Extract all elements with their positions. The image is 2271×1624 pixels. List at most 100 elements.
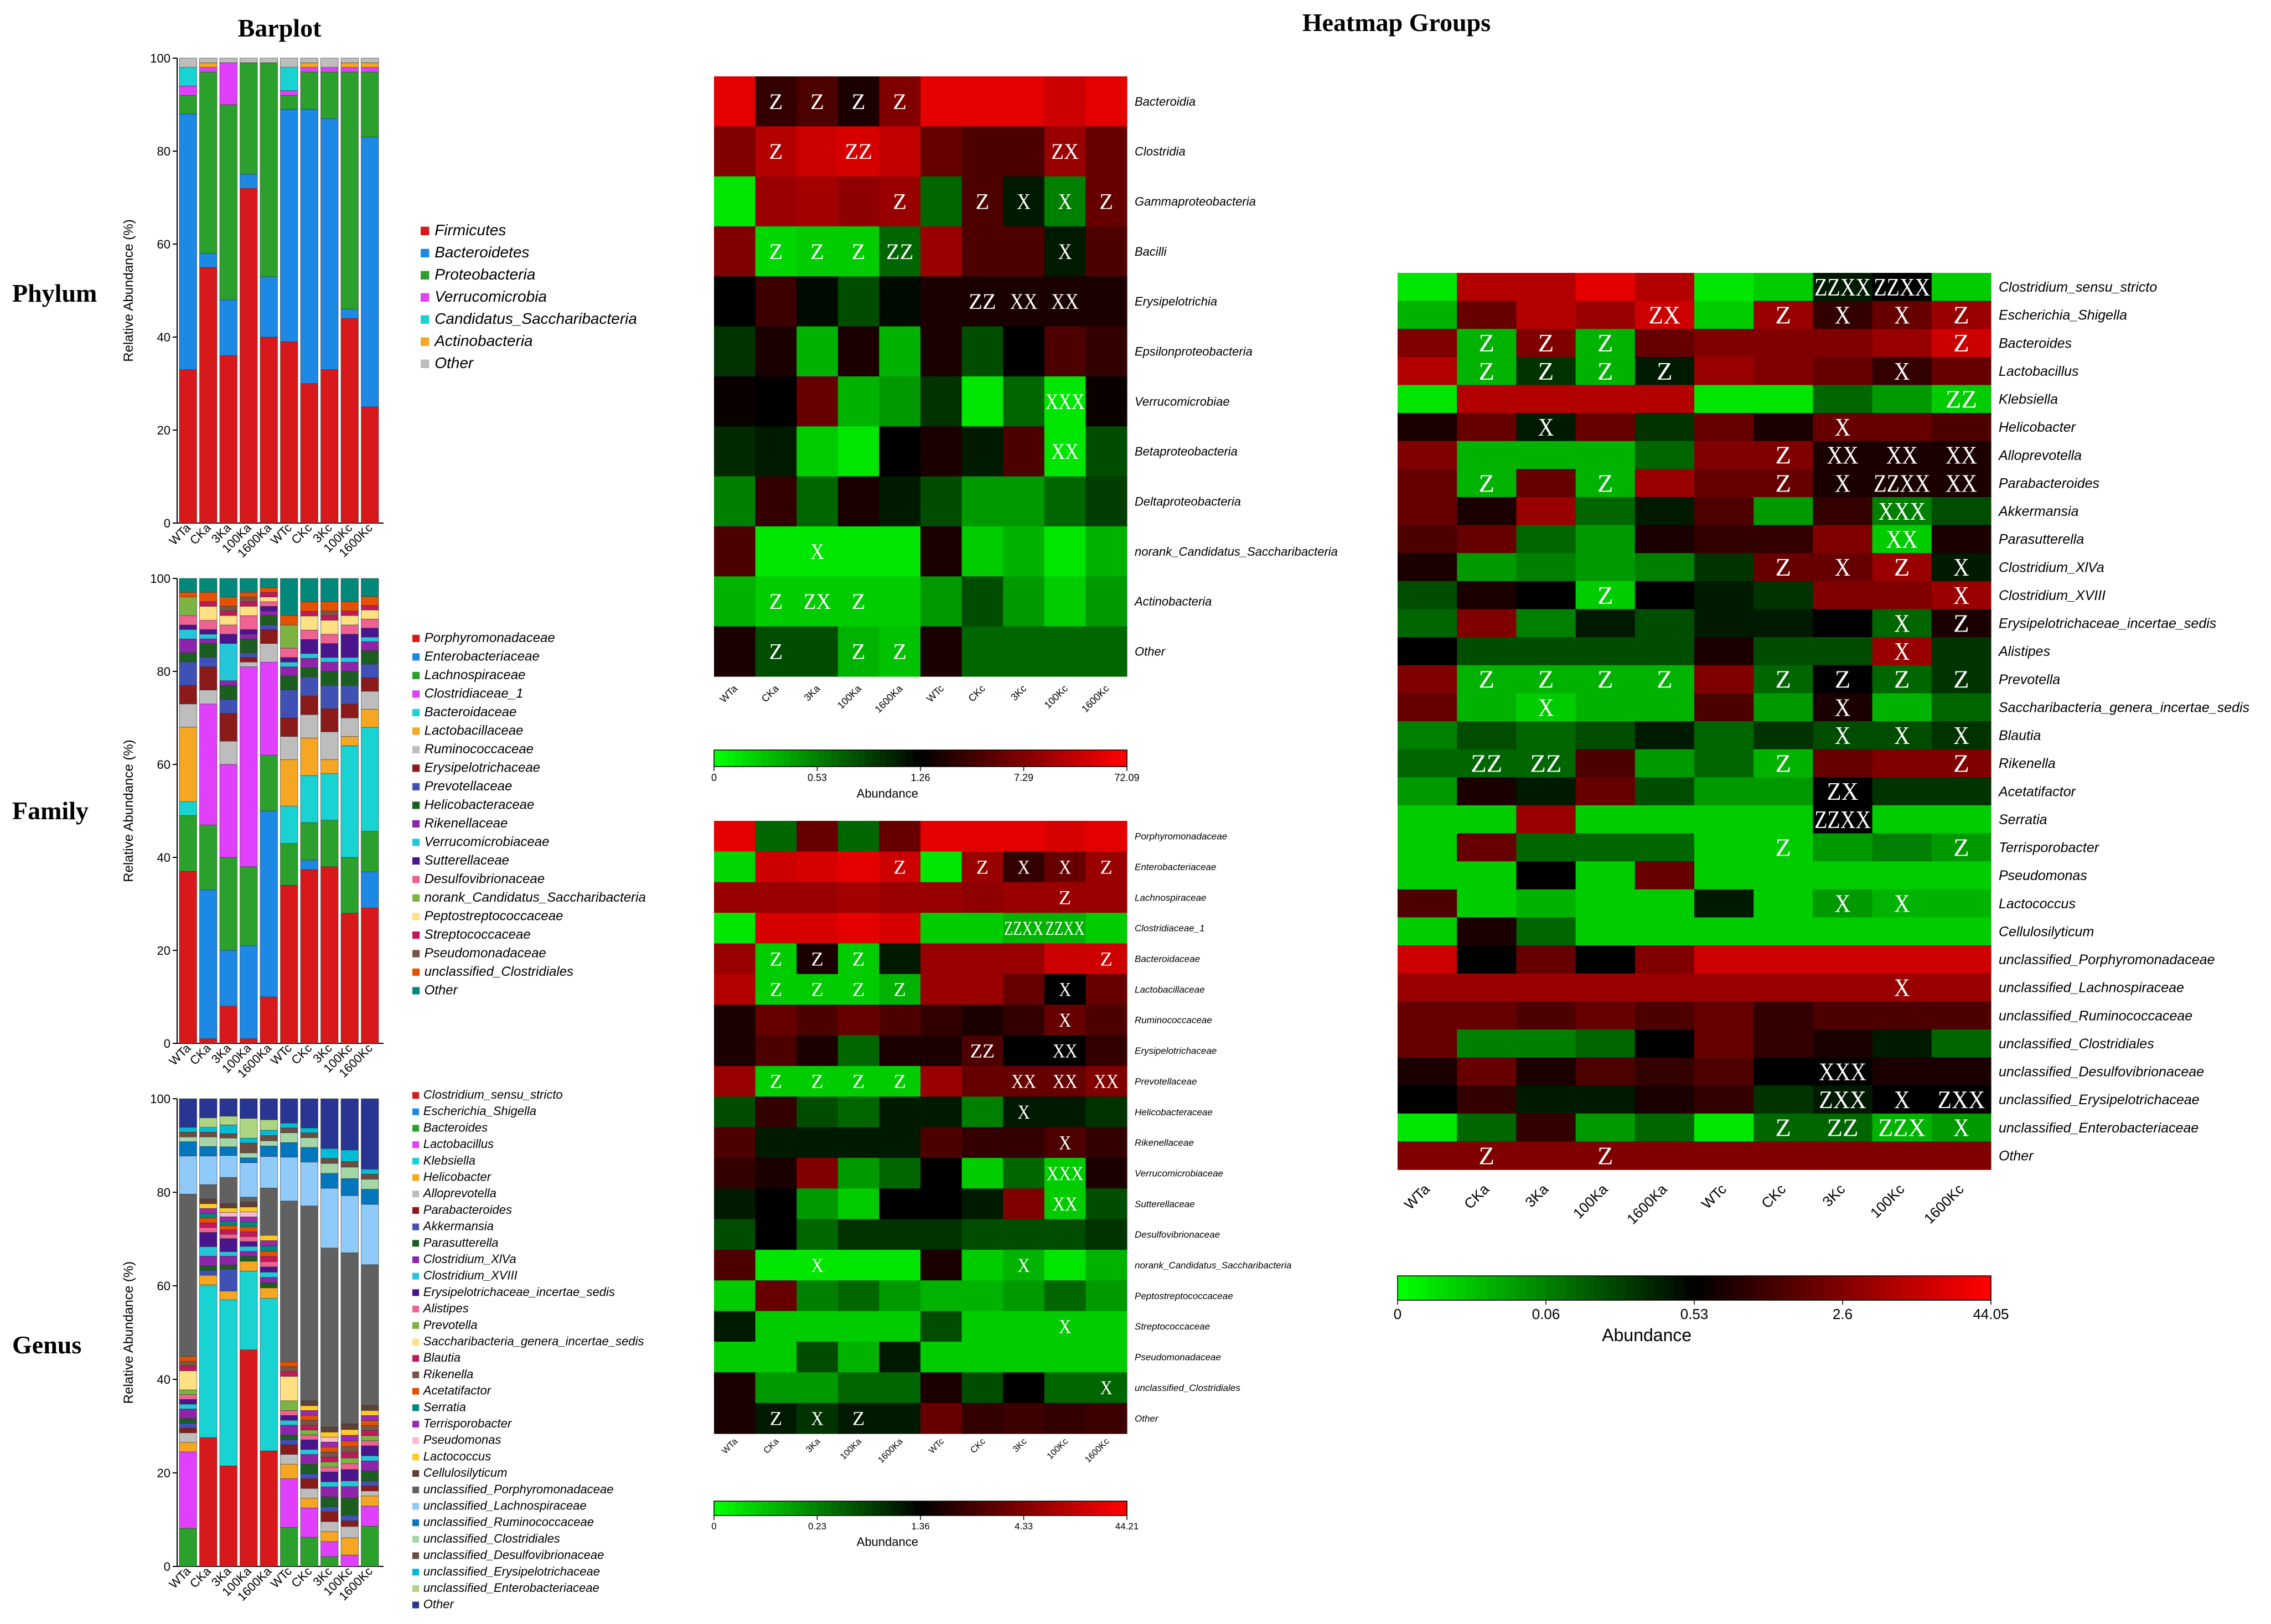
heatmap-cell	[1634, 945, 1695, 974]
legend-label: Porphyromonadaceae	[425, 630, 555, 645]
heatmap-row-label: Pseudomonas	[1999, 868, 2087, 883]
bar-segment	[219, 1098, 237, 1116]
bar-segment	[340, 611, 359, 616]
legend-swatch	[412, 1157, 420, 1165]
bar-segment	[300, 1410, 318, 1416]
heatmap-cell	[1813, 1113, 1873, 1142]
legend-swatch	[412, 1191, 420, 1198]
heatmap-cell	[1753, 1113, 1813, 1142]
scale-gradient-step	[913, 750, 921, 767]
heatmap-cell	[755, 376, 797, 427]
significance-mark: Z	[852, 89, 866, 114]
heatmap-cell	[1003, 882, 1045, 913]
legend-swatch	[421, 337, 430, 346]
heatmap-cell	[1634, 889, 1695, 918]
heatmap-row-label: Escherichia_Shigella	[1999, 308, 2127, 323]
heatmap-cell	[1457, 413, 1517, 442]
heatmap-col-label: CKa	[759, 682, 782, 705]
heatmap-row-label: Serratia	[1999, 812, 2047, 827]
scale-gradient-step	[762, 1501, 770, 1516]
scale-gradient-step	[769, 750, 777, 767]
y-tick-label: 40	[157, 1373, 170, 1387]
heatmap-cell	[1044, 126, 1086, 177]
heatmap-col-label: CKa	[1461, 1181, 1492, 1212]
significance-mark: Z	[894, 856, 906, 878]
legend-label: Alistipes	[422, 1301, 469, 1315]
bar-segment	[340, 1452, 359, 1459]
heatmap-row-label: unclassified_Clostridiales	[1999, 1036, 2154, 1052]
heatmap-cell	[714, 276, 756, 327]
scale-gradient-step	[1065, 750, 1073, 767]
scale-gradient-step	[851, 1501, 859, 1516]
bar-segment	[361, 1430, 379, 1436]
heatmap-cell	[837, 1249, 880, 1281]
bar-segment	[340, 746, 359, 858]
legend-label: Parasutterella	[423, 1235, 499, 1249]
heatmap-cell	[1931, 385, 1991, 413]
heatmap-cell	[920, 1157, 963, 1189]
heatmap-row-label: Desulfovibrionaceae	[1135, 1229, 1220, 1240]
significance-mark: Z	[894, 1070, 906, 1093]
scale-tick-label: 0.53	[808, 772, 827, 783]
heatmap-cell	[1634, 1057, 1695, 1086]
scale-gradient-step	[1437, 1276, 1448, 1300]
heatmap-cell	[1694, 917, 1754, 946]
y-axis-title: Relative Abundance (%)	[121, 219, 136, 361]
significance-mark: Z	[1479, 357, 1495, 385]
heatmap-cell	[1872, 413, 1932, 442]
significance-mark: X	[1059, 856, 1071, 878]
heatmap-cell	[755, 1157, 797, 1189]
heatmap-cell	[1398, 301, 1457, 329]
heatmap-cell	[961, 276, 1003, 327]
bar-segment	[219, 1006, 237, 1044]
bar-segment	[199, 1270, 218, 1276]
bar-segment	[300, 63, 318, 68]
significance-mark: Z	[769, 239, 783, 264]
bar-segment	[240, 1197, 258, 1203]
heatmap-cell	[1634, 973, 1695, 1002]
significance-mark: ZZX	[1878, 1114, 1926, 1142]
heatmap-row-label: unclassified_Enterobacteriaceae	[1999, 1120, 2198, 1136]
scale-gradient-step	[1595, 1276, 1606, 1300]
heatmap-cell	[1044, 226, 1086, 277]
legend-swatch	[412, 1273, 420, 1280]
heatmap-cell	[1813, 749, 1873, 778]
scale-gradient-step	[1833, 1276, 1843, 1300]
significance-mark: Z	[810, 239, 824, 264]
bar-segment	[179, 1423, 197, 1429]
heatmap-row-label: Acetatifactor	[1998, 784, 2077, 799]
legend-swatch	[412, 783, 420, 790]
scale-gradient-step	[845, 1501, 852, 1516]
heatmap-cell	[796, 1035, 839, 1067]
scale-gradient-step	[1951, 1276, 1962, 1300]
bar-segment	[199, 1208, 218, 1214]
significance-mark: Z	[1953, 749, 1969, 778]
heatmap-cell	[755, 1005, 797, 1036]
heatmap-cell	[837, 974, 880, 1005]
bar-segment	[219, 1264, 237, 1270]
heatmap-cell	[837, 526, 880, 577]
legend-label: unclassified_Lachnospiraceae	[423, 1499, 587, 1513]
legend-swatch	[412, 1223, 420, 1230]
bar-segment	[340, 1178, 359, 1196]
scale-gradient-step	[1417, 1276, 1428, 1300]
bar-segment	[300, 1400, 318, 1406]
bar-segment	[361, 1415, 379, 1421]
significance-mark: Z	[1894, 665, 1910, 694]
bar-segment	[320, 620, 339, 635]
bar-segment	[340, 671, 359, 686]
heatmap-cell	[1634, 693, 1695, 722]
significance-mark: Z	[893, 639, 907, 664]
scale-gradient-step	[1526, 1276, 1537, 1300]
heatmap-cell	[1003, 576, 1045, 627]
bar-segment	[320, 1441, 339, 1447]
scale-gradient-step	[1803, 1276, 1814, 1300]
significance-mark: ZX	[1051, 139, 1079, 164]
bar-segment	[240, 63, 258, 175]
heatmap-cell	[1044, 526, 1086, 577]
heatmap-cell	[1044, 943, 1086, 975]
heatmap-cell	[961, 1127, 1003, 1158]
heatmap-cell	[714, 76, 756, 127]
heatmap-cell	[1457, 861, 1517, 890]
heatmap-cell	[1872, 917, 1932, 946]
